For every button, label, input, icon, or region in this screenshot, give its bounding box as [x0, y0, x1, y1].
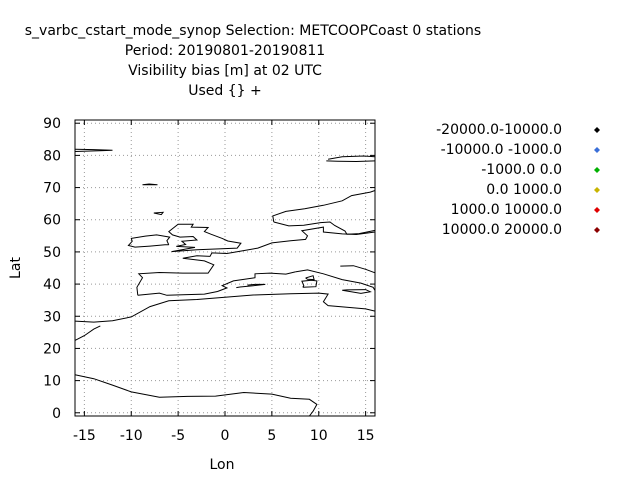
legend-label: 0.0 1000.0	[486, 182, 562, 198]
y-tick-label: 90	[43, 116, 61, 132]
y-tick-label: 70	[43, 181, 61, 197]
coastline	[74, 148, 113, 152]
y-axis-label: Lat	[8, 257, 24, 279]
y-tick-label: 30	[43, 309, 61, 325]
legend-marker	[594, 167, 600, 173]
x-axis-label: Lon	[210, 457, 235, 473]
coastline	[273, 221, 376, 235]
title-line: Visibility bias [m] at 02 UTC	[128, 63, 322, 79]
grid	[75, 120, 375, 416]
x-tick-label: -5	[171, 428, 185, 444]
chart-title: s_varbc_cstart_mode_synop Selection: MET…	[25, 23, 481, 99]
legend: -20000.0-10000.0 -10000.0 -1000.0 -1000.0 …	[436, 122, 600, 238]
title-line: Used {} +	[188, 83, 262, 99]
coastline	[168, 223, 242, 253]
coastline	[326, 160, 376, 163]
coastline	[295, 269, 376, 291]
coastline-map	[74, 148, 376, 417]
coastline	[136, 226, 376, 296]
y-tick-label: 20	[43, 341, 61, 357]
y-tick-label: 50	[43, 245, 61, 261]
legend-label: -1000.0 0.0	[481, 162, 562, 178]
legend-marker	[594, 147, 600, 153]
coastline	[153, 211, 165, 216]
coastline	[127, 234, 171, 248]
y-tick-label: 10	[43, 374, 61, 390]
legend-label: -20000.0-10000.0	[436, 122, 562, 138]
legend-marker	[594, 187, 600, 193]
legend-label: 1000.0 10000.0	[451, 202, 562, 218]
coastline	[74, 292, 376, 323]
coastline	[328, 155, 376, 160]
coastline	[305, 275, 315, 281]
y-tick-label: 0	[52, 406, 61, 422]
x-tick-label: 0	[221, 428, 230, 444]
x-tick-label: 15	[357, 428, 375, 444]
legend-marker	[594, 207, 600, 213]
legend-marker	[594, 127, 600, 133]
y-tick-label: 60	[43, 213, 61, 229]
x-tick-label: 5	[267, 428, 276, 444]
legend-marker	[594, 227, 600, 233]
coastline	[272, 190, 376, 223]
x-tick-label: -15	[73, 428, 96, 444]
coastline	[137, 271, 296, 296]
coastline	[74, 374, 318, 417]
y-tick-label: 80	[43, 148, 61, 164]
y-tick-label: 40	[43, 277, 61, 293]
x-tick-label: -10	[120, 428, 143, 444]
coastline	[340, 265, 376, 274]
coastline	[301, 279, 318, 288]
coastline	[74, 325, 101, 341]
coastline	[236, 283, 266, 289]
coastline	[142, 183, 158, 186]
legend-label: 10000.0 20000.0	[442, 222, 562, 238]
x-tick-label: 10	[310, 428, 328, 444]
title-line: Period: 20190801-20190811	[125, 43, 325, 59]
title-line: s_varbc_cstart_mode_synop Selection: MET…	[25, 23, 481, 39]
legend-label: -10000.0 -1000.0	[441, 142, 562, 158]
y-axis: 0 10 20 30 40 50 60 70 80 90	[43, 116, 375, 422]
coastline	[342, 289, 372, 294]
x-axis: -15 -10 -5 0 5 10 15	[73, 120, 375, 444]
